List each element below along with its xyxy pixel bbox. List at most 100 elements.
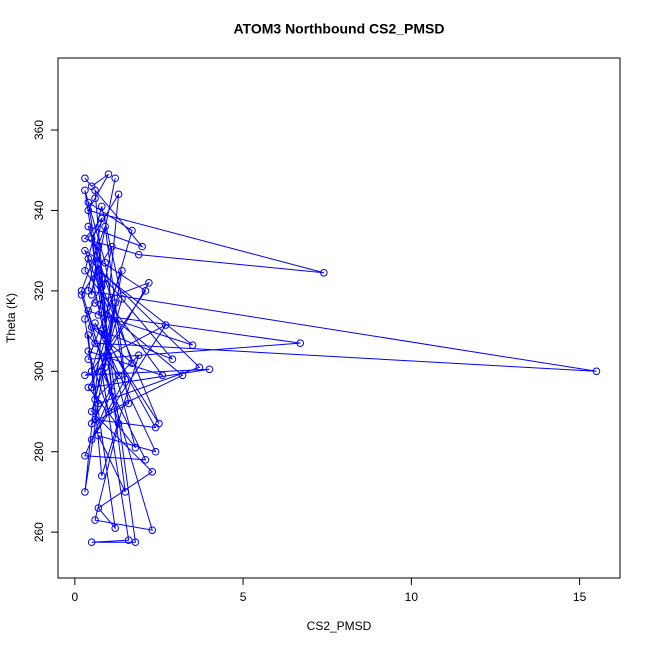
y-tick-label: 340 — [32, 200, 46, 220]
point — [111, 174, 120, 183]
point — [84, 222, 93, 231]
point — [101, 258, 109, 267]
point — [84, 254, 93, 263]
point — [81, 266, 89, 275]
point — [128, 226, 136, 235]
point — [148, 526, 157, 534]
point — [87, 538, 96, 547]
point — [87, 407, 96, 416]
point — [87, 234, 96, 243]
point — [124, 536, 133, 544]
point — [84, 307, 93, 315]
x-tick-label: 10 — [405, 590, 419, 604]
point — [141, 287, 150, 295]
point — [101, 274, 109, 283]
point — [168, 355, 177, 364]
point — [81, 174, 89, 183]
point — [84, 198, 93, 207]
point — [114, 190, 123, 199]
point — [91, 186, 99, 195]
point — [91, 516, 99, 524]
point — [81, 186, 89, 195]
y-tick-label: 260 — [32, 522, 46, 542]
point — [104, 351, 113, 360]
point — [124, 399, 133, 408]
point — [111, 299, 120, 307]
point — [121, 375, 130, 384]
point — [155, 419, 163, 428]
point — [138, 242, 146, 251]
point — [118, 295, 126, 303]
point — [84, 347, 93, 355]
point — [84, 331, 93, 339]
point — [104, 343, 113, 351]
point — [104, 407, 113, 416]
point — [114, 419, 123, 428]
point — [111, 524, 120, 532]
point — [131, 443, 140, 452]
point — [87, 291, 96, 299]
x-axis-label: CS2_PMSD — [307, 619, 372, 633]
point — [81, 315, 89, 323]
point — [94, 242, 103, 251]
point — [91, 299, 99, 307]
point — [91, 339, 99, 347]
point — [87, 419, 96, 428]
point — [592, 367, 601, 376]
chart-title: ATOM3 Northbound CS2_PMSD — [233, 21, 444, 37]
point — [161, 321, 170, 329]
point — [87, 367, 96, 376]
point — [94, 431, 103, 440]
point — [108, 242, 116, 251]
point — [77, 291, 86, 299]
point — [205, 365, 214, 374]
x-tick-label: 5 — [240, 590, 247, 604]
series-line — [81, 173, 597, 543]
point — [97, 472, 106, 480]
point — [148, 468, 157, 476]
point — [97, 367, 106, 376]
point — [134, 351, 143, 360]
point — [97, 214, 106, 223]
point — [84, 383, 93, 392]
point — [108, 387, 116, 396]
x-tick-label: 15 — [573, 590, 587, 604]
point — [84, 355, 93, 364]
point — [97, 283, 106, 291]
point — [84, 206, 93, 215]
point — [104, 170, 113, 179]
point — [121, 488, 130, 496]
point — [114, 371, 123, 380]
point — [94, 504, 103, 512]
point — [151, 447, 160, 456]
y-tick-label: 320 — [32, 281, 46, 301]
point — [131, 538, 140, 547]
point — [141, 455, 150, 464]
point — [97, 202, 106, 211]
point — [87, 435, 96, 444]
point — [81, 246, 89, 255]
plot-frame — [57, 57, 621, 579]
point — [101, 222, 109, 231]
point — [296, 339, 305, 347]
point — [320, 268, 328, 277]
point — [81, 451, 89, 460]
point — [87, 383, 96, 392]
point — [91, 319, 99, 327]
point — [118, 266, 126, 275]
point — [145, 279, 153, 287]
y-tick-label: 280 — [32, 441, 46, 461]
point — [134, 250, 143, 259]
point — [195, 363, 204, 372]
point — [128, 359, 136, 368]
point — [178, 371, 187, 380]
point — [77, 287, 86, 295]
y-axis-label: Theta (K) — [4, 293, 18, 343]
point — [188, 341, 197, 349]
point — [94, 311, 103, 319]
point — [81, 488, 89, 496]
point — [158, 371, 167, 380]
point — [94, 266, 103, 275]
